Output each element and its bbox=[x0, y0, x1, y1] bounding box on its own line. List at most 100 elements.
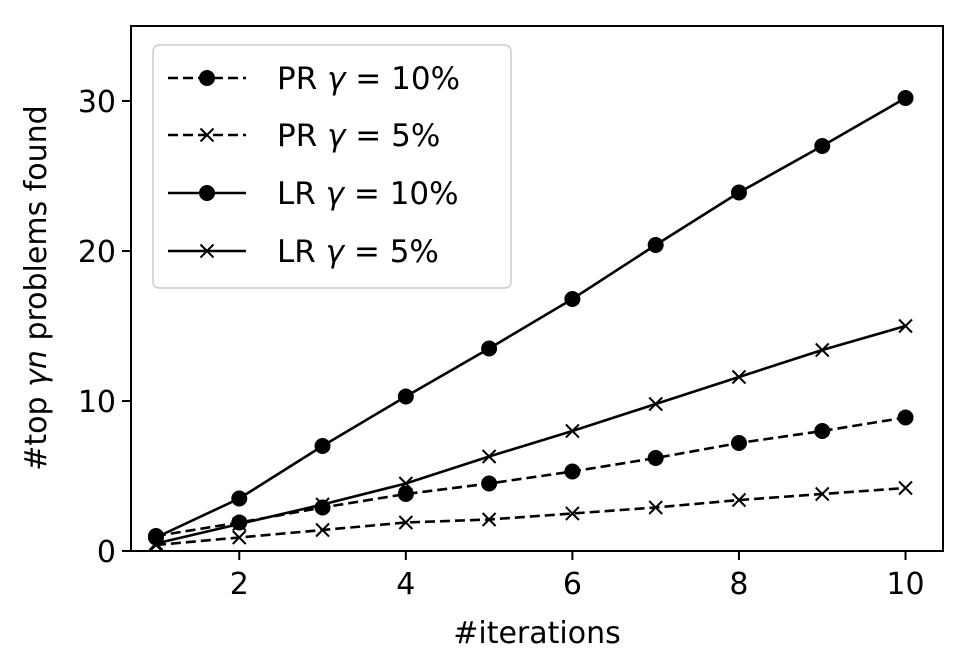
data-point-pr5-stroke bbox=[232, 530, 247, 545]
legend-symbol: γ bbox=[326, 176, 346, 212]
series-lr5 bbox=[148, 318, 913, 551]
data-point-lr10 bbox=[897, 90, 914, 106]
plot-frame bbox=[130, 25, 944, 552]
series-line-lr10 bbox=[155, 96, 907, 539]
data-point-pr10 bbox=[481, 475, 498, 492]
data-point-pr5-stroke bbox=[898, 480, 913, 496]
x-tick-label: 10 bbox=[886, 567, 924, 602]
y-tick-label: 10 bbox=[78, 385, 116, 420]
data-point-pr5-stroke bbox=[315, 522, 330, 538]
legend-symbol: γ bbox=[326, 234, 346, 270]
data-point-pr5-stroke bbox=[648, 500, 663, 515]
data-point-lr5-stroke bbox=[898, 318, 913, 334]
data-point-lr5-stroke bbox=[148, 536, 164, 551]
legend-value: = 5% bbox=[344, 234, 439, 270]
data-point-pr5 bbox=[565, 506, 580, 521]
data-point-pr5 bbox=[815, 486, 830, 502]
data-point-pr5 bbox=[481, 512, 497, 527]
data-point-pr5-stroke bbox=[565, 506, 580, 521]
data-point-lr10 bbox=[397, 388, 414, 405]
data-point-lr5-stroke bbox=[481, 449, 497, 464]
legend-marker bbox=[199, 70, 215, 86]
data-point-lr5-stroke bbox=[815, 342, 830, 358]
legend-box bbox=[152, 44, 512, 289]
data-point-pr5-stroke bbox=[815, 486, 830, 502]
series-line-lr5 bbox=[155, 324, 906, 545]
data-point-lr5 bbox=[315, 497, 330, 512]
legend-label: PR γ = 10% bbox=[277, 61, 460, 97]
x-tick-label: 8 bbox=[729, 567, 748, 602]
legend-item-pr10: PR γ = 10% bbox=[168, 61, 460, 97]
legend-method: LR bbox=[277, 234, 326, 270]
series-lr10 bbox=[147, 90, 914, 546]
data-point-lr5-stroke bbox=[731, 369, 747, 385]
legend-marker bbox=[199, 185, 215, 201]
legend-label: LR γ = 5% bbox=[277, 234, 439, 270]
data-point-pr10 bbox=[397, 486, 414, 502]
y-axis-label-symbol: γn bbox=[19, 350, 54, 387]
data-point-lr5 bbox=[398, 476, 414, 491]
x-axis: 2 4 6 8 10 bbox=[230, 551, 925, 602]
data-point-lr10 bbox=[147, 529, 164, 546]
data-point-lr5 bbox=[648, 396, 663, 412]
legend: PR γ = 10%PR γ = 5%LR γ = 10%LR γ = 5% bbox=[152, 44, 512, 289]
data-point-lr5 bbox=[481, 449, 497, 464]
legend-value: = 10% bbox=[344, 176, 459, 212]
series-pr5 bbox=[148, 480, 913, 553]
data-point-pr5 bbox=[232, 530, 247, 545]
data-point-lr10 bbox=[564, 291, 581, 307]
y-tick-label: 0 bbox=[97, 535, 116, 570]
legend-marker bbox=[199, 127, 215, 143]
data-point-pr5 bbox=[398, 515, 414, 530]
data-point-pr10 bbox=[647, 450, 664, 466]
data-point-lr10 bbox=[730, 184, 747, 201]
legend-label: LR γ = 10% bbox=[277, 176, 459, 212]
data-point-lr10 bbox=[647, 237, 664, 253]
legend-marker bbox=[199, 243, 215, 259]
series-line-pr5 bbox=[155, 486, 906, 547]
data-point-pr5-stroke bbox=[398, 515, 414, 530]
legend-items: PR γ = 10%PR γ = 5%LR γ = 10%LR γ = 5% bbox=[168, 61, 460, 270]
legend-symbol: γ bbox=[327, 118, 347, 154]
data-point-pr10 bbox=[814, 423, 831, 439]
data-point-lr5 bbox=[731, 369, 747, 385]
data-point-lr5 bbox=[565, 423, 580, 439]
data-point-lr5-stroke bbox=[232, 516, 247, 532]
data-point-pr5 bbox=[648, 500, 663, 515]
y-tick-label: 20 bbox=[78, 235, 116, 270]
data-point-lr5 bbox=[898, 318, 913, 334]
legend-method: PR bbox=[277, 61, 327, 97]
legend-item-lr10: LR γ = 10% bbox=[168, 176, 459, 212]
y-axis-label: #top γn problems found bbox=[19, 105, 54, 470]
legend-method: PR bbox=[277, 118, 327, 154]
data-point-lr5 bbox=[148, 536, 164, 551]
data-point-lr5-stroke bbox=[565, 423, 580, 439]
legend-item-lr5: LR γ = 5% bbox=[168, 234, 439, 270]
data-point-lr5 bbox=[815, 342, 830, 358]
x-tick-label: 2 bbox=[230, 567, 249, 602]
series-layer bbox=[147, 90, 914, 553]
legend-value: = 5% bbox=[345, 118, 440, 154]
data-point-pr5 bbox=[898, 480, 913, 496]
legend-label: PR γ = 5% bbox=[277, 118, 440, 154]
y-axis-label-prefix: #top bbox=[19, 387, 54, 471]
data-point-pr5-stroke bbox=[731, 492, 747, 508]
legend-marker-stroke bbox=[199, 127, 215, 143]
legend-symbol: γ bbox=[327, 61, 347, 97]
legend-marker-stroke bbox=[199, 243, 215, 259]
legend-value: = 10% bbox=[345, 61, 460, 97]
x-axis-label: #iterations bbox=[453, 616, 621, 651]
data-point-pr5 bbox=[731, 492, 747, 508]
data-point-pr10 bbox=[897, 409, 914, 426]
data-point-pr10 bbox=[730, 435, 747, 451]
y-axis: 0 10 20 30 bbox=[78, 85, 131, 570]
legend-method: LR bbox=[277, 176, 326, 212]
data-point-lr5 bbox=[232, 516, 247, 532]
data-point-lr10 bbox=[231, 490, 248, 507]
data-point-pr5 bbox=[315, 522, 330, 538]
data-point-lr5-stroke bbox=[648, 396, 663, 412]
data-point-lr10 bbox=[814, 138, 831, 154]
y-axis-label-suffix: problems found bbox=[19, 105, 54, 350]
data-point-lr10 bbox=[481, 340, 498, 357]
